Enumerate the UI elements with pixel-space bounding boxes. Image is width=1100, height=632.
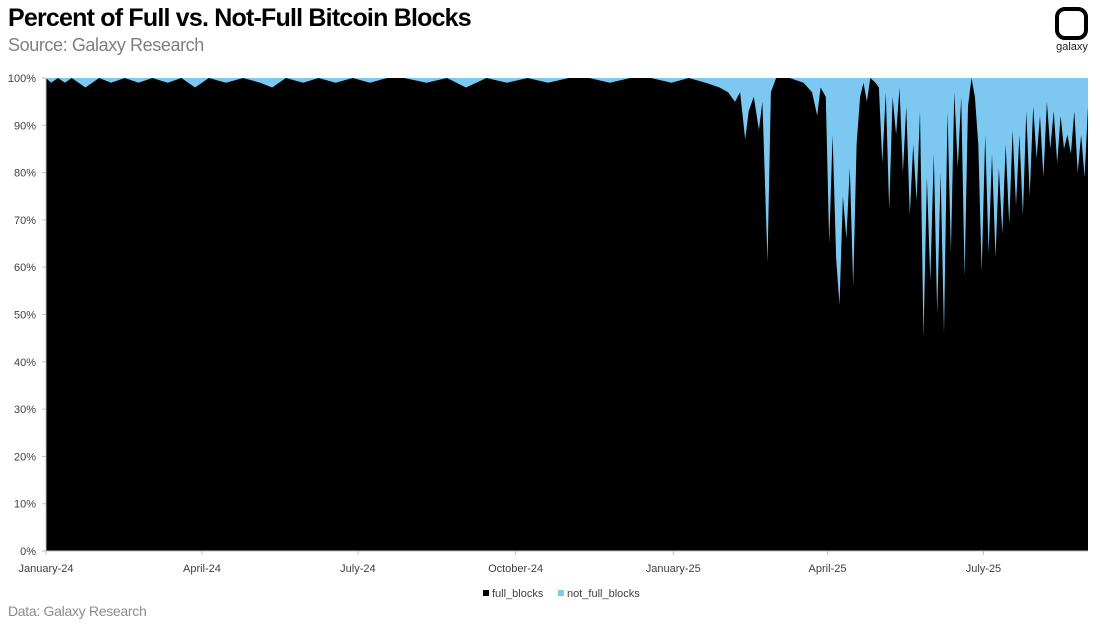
x-tick-label: January-25 (646, 563, 701, 575)
y-tick-label: 10% (14, 499, 36, 511)
y-tick-label: 20% (14, 451, 36, 463)
chart-title: Percent of Full vs. Not-Full Bitcoin Blo… (8, 4, 472, 32)
x-axis-ticks: January-24 April-24 July-24 October-24 Janua… (18, 551, 1001, 575)
full-blocks-area (46, 78, 1088, 551)
y-axis-ticks: 0% 10% 20% 30% 40% 50% 60% 70% 80% 90% 100% (8, 73, 46, 558)
galaxy-logo-icon (1055, 7, 1088, 40)
x-tick-label: July-25 (966, 563, 1001, 575)
legend-label-full-blocks: full_blocks (492, 588, 544, 600)
x-tick-label: January-24 (18, 563, 73, 575)
x-tick-label: April-25 (809, 563, 847, 575)
legend: full_blocks not_full_blocks (483, 588, 640, 600)
y-tick-label: 40% (14, 357, 36, 369)
x-tick-label: April-24 (183, 563, 221, 575)
y-tick-label: 80% (14, 168, 36, 180)
legend-label-not-full-blocks: not_full_blocks (567, 588, 640, 600)
legend-swatch-full-blocks (483, 590, 489, 596)
data-source-note: Data: Galaxy Research (8, 603, 147, 619)
y-tick-label: 90% (14, 120, 36, 132)
chart-subtitle: Source: Galaxy Research (8, 35, 204, 55)
x-tick-label: July-24 (340, 563, 375, 575)
logo-text: galaxy (1056, 41, 1088, 53)
y-tick-label: 30% (14, 404, 36, 416)
y-tick-label: 0% (20, 546, 36, 558)
legend-swatch-not-full-blocks (558, 590, 564, 596)
y-tick-label: 100% (8, 73, 36, 85)
x-tick-label: October-24 (488, 563, 543, 575)
y-tick-label: 60% (14, 262, 36, 274)
y-tick-label: 50% (14, 310, 36, 322)
y-tick-label: 70% (14, 215, 36, 227)
